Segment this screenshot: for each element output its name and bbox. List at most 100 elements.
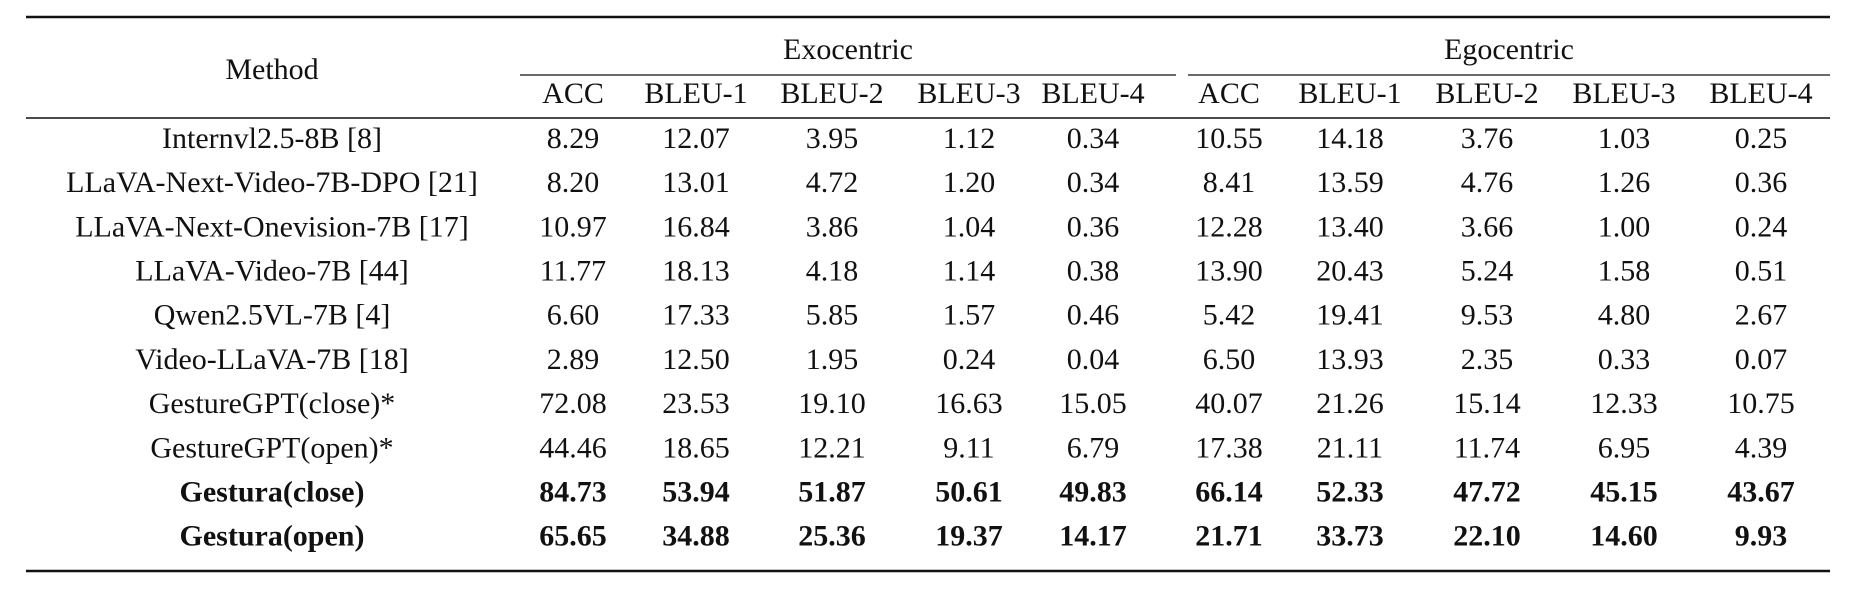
- value-cell: 21.26: [1316, 387, 1384, 420]
- value-cell: 2.67: [1735, 299, 1788, 332]
- method-cell: Qwen2.5VL-7B [4]: [154, 299, 391, 332]
- value-cell: 12.07: [662, 122, 730, 155]
- value-cell: 2.35: [1461, 343, 1514, 376]
- value-cell: 8.20: [547, 166, 600, 199]
- value-cell: 3.76: [1461, 122, 1514, 155]
- value-cell: 0.24: [943, 343, 996, 376]
- value-cell: 50.61: [935, 475, 1003, 508]
- column-header: BLEU-4: [1041, 77, 1144, 110]
- value-cell: 15.14: [1453, 387, 1521, 420]
- value-cell: 0.33: [1598, 343, 1651, 376]
- method-cell: Internvl2.5-8B [8]: [162, 122, 382, 155]
- value-cell: 1.20: [943, 166, 996, 199]
- column-header: BLEU-3: [917, 77, 1020, 110]
- value-cell: 1.57: [943, 299, 996, 332]
- value-cell: 4.72: [806, 166, 859, 199]
- value-cell: 12.50: [662, 343, 730, 376]
- value-cell: 25.36: [798, 520, 866, 553]
- value-cell: 16.84: [662, 210, 730, 243]
- value-cell: 12.33: [1590, 387, 1658, 420]
- value-cell: 4.18: [806, 254, 859, 287]
- value-cell: 3.95: [806, 122, 859, 155]
- value-cell: 0.04: [1067, 343, 1120, 376]
- value-cell: 6.95: [1598, 431, 1651, 464]
- value-cell: 5.85: [806, 299, 859, 332]
- value-cell: 16.63: [935, 387, 1003, 420]
- value-cell: 9.53: [1461, 299, 1514, 332]
- value-cell: 1.26: [1598, 166, 1651, 199]
- column-header: BLEU-1: [1298, 77, 1401, 110]
- value-cell: 0.34: [1067, 122, 1120, 155]
- value-cell: 21.11: [1317, 431, 1383, 464]
- method-cell: GestureGPT(close)*: [149, 387, 396, 420]
- value-cell: 14.18: [1316, 122, 1384, 155]
- method-cell: LLaVA-Next-Video-7B-DPO [21]: [66, 166, 478, 199]
- value-cell: 13.40: [1316, 210, 1384, 243]
- value-cell: 1.14: [943, 254, 996, 287]
- method-cell: LLaVA-Next-Onevision-7B [17]: [75, 210, 469, 243]
- method-cell: Gestura(close): [180, 475, 365, 508]
- column-header: BLEU-2: [1435, 77, 1538, 110]
- value-cell: 0.38: [1067, 254, 1120, 287]
- column-header: BLEU-3: [1572, 77, 1675, 110]
- value-cell: 3.66: [1461, 210, 1514, 243]
- value-cell: 10.55: [1195, 122, 1263, 155]
- value-cell: 2.89: [547, 343, 600, 376]
- value-cell: 0.34: [1067, 166, 1120, 199]
- value-cell: 0.25: [1735, 122, 1788, 155]
- value-cell: 0.24: [1735, 210, 1788, 243]
- value-cell: 13.90: [1195, 254, 1263, 287]
- value-cell: 19.10: [798, 387, 866, 420]
- value-cell: 0.36: [1735, 166, 1788, 199]
- value-cell: 45.15: [1590, 475, 1658, 508]
- value-cell: 0.36: [1067, 210, 1120, 243]
- value-cell: 22.10: [1453, 520, 1521, 553]
- value-cell: 6.60: [547, 299, 600, 332]
- value-cell: 23.53: [662, 387, 730, 420]
- method-header: Method: [225, 53, 318, 86]
- value-cell: 52.33: [1316, 475, 1384, 508]
- value-cell: 47.72: [1453, 475, 1521, 508]
- value-cell: 12.21: [798, 431, 866, 464]
- value-cell: 4.80: [1598, 299, 1651, 332]
- value-cell: 66.14: [1195, 475, 1263, 508]
- method-cell: GestureGPT(open)*: [150, 431, 393, 464]
- value-cell: 1.12: [943, 122, 996, 155]
- value-cell: 1.03: [1598, 122, 1651, 155]
- value-cell: 0.46: [1067, 299, 1120, 332]
- method-cell: Gestura(open): [180, 520, 365, 553]
- value-cell: 13.01: [662, 166, 730, 199]
- value-cell: 15.05: [1059, 387, 1127, 420]
- value-cell: 18.13: [662, 254, 730, 287]
- value-cell: 53.94: [662, 475, 730, 508]
- column-header: ACC: [542, 77, 604, 110]
- value-cell: 6.79: [1067, 431, 1120, 464]
- value-cell: 65.65: [539, 520, 607, 553]
- value-cell: 9.11: [943, 431, 994, 464]
- value-cell: 11.74: [1454, 431, 1520, 464]
- value-cell: 12.28: [1195, 210, 1263, 243]
- value-cell: 4.39: [1735, 431, 1788, 464]
- value-cell: 8.41: [1203, 166, 1256, 199]
- value-cell: 17.38: [1195, 431, 1263, 464]
- value-cell: 19.37: [935, 520, 1003, 553]
- value-cell: 51.87: [798, 475, 866, 508]
- group-header: Egocentric: [1444, 33, 1574, 66]
- column-header: BLEU-4: [1709, 77, 1812, 110]
- value-cell: 3.86: [806, 210, 859, 243]
- value-cell: 17.33: [662, 299, 730, 332]
- value-cell: 49.83: [1059, 475, 1127, 508]
- value-cell: 9.93: [1735, 520, 1788, 553]
- value-cell: 14.60: [1590, 520, 1658, 553]
- value-cell: 8.29: [547, 122, 600, 155]
- value-cell: 1.00: [1598, 210, 1651, 243]
- value-cell: 5.24: [1461, 254, 1514, 287]
- value-cell: 11.77: [540, 254, 606, 287]
- column-header: ACC: [1198, 77, 1260, 110]
- value-cell: 13.93: [1316, 343, 1384, 376]
- value-cell: 20.43: [1316, 254, 1384, 287]
- value-cell: 0.07: [1735, 343, 1788, 376]
- value-cell: 44.46: [539, 431, 607, 464]
- value-cell: 10.75: [1727, 387, 1795, 420]
